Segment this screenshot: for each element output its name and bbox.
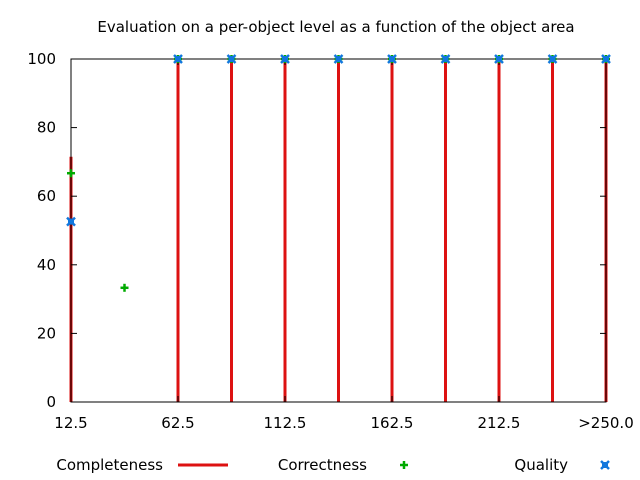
quality-point-d2 (440, 54, 451, 64)
x-tick-label: 162.5 (371, 414, 414, 432)
quality-point-d2 (387, 54, 397, 64)
x-tick-label: 12.5 (54, 414, 87, 432)
quality-point-d2 (601, 54, 611, 64)
quality-point (440, 54, 451, 64)
quality-point-d2 (333, 54, 344, 64)
quality-point (333, 54, 344, 64)
quality-point (494, 54, 504, 64)
legend-label: Correctness (278, 456, 367, 474)
quality-point (601, 54, 611, 64)
quality-point-d2 (547, 54, 558, 64)
quality-point (173, 54, 183, 64)
legend-swatch-d2 (600, 460, 610, 470)
x-tick-label: >250.0 (578, 414, 634, 432)
quality-point (226, 54, 237, 64)
correctness-point (120, 283, 129, 292)
x-tick-label: 112.5 (264, 414, 307, 432)
quality-point (547, 54, 558, 64)
quality-point-d2 (173, 54, 183, 64)
y-tick-label: 20 (37, 324, 56, 342)
y-tick-label: 40 (37, 256, 56, 274)
y-tick-label: 100 (27, 50, 56, 68)
quality-point-d2 (226, 54, 237, 64)
x-tick-label: 212.5 (478, 414, 521, 432)
legend-label: Completeness (56, 456, 163, 474)
quality-point-d2 (494, 54, 504, 64)
completeness-impulses (69, 59, 608, 402)
x-tick-label: 62.5 (161, 414, 194, 432)
legend-swatch (600, 460, 610, 470)
correctness-point (67, 169, 75, 178)
legend-swatch (400, 461, 408, 469)
quality-point (280, 54, 290, 64)
legend: Completeness Correctness Quality (56, 456, 610, 474)
quality-point (387, 54, 397, 64)
legend-label: Quality (514, 456, 568, 474)
data-points (66, 54, 611, 292)
chart-title: Evaluation on a per-object level as a fu… (97, 18, 574, 36)
quality-point (66, 216, 76, 227)
quality-point-d2 (280, 54, 290, 64)
y-tick-label: 60 (37, 187, 56, 205)
y-tick-label: 0 (46, 393, 56, 411)
y-tick-label: 80 (37, 119, 56, 137)
quality-point-d2 (66, 216, 76, 227)
axes: 0 20 40 60 80 100 12.5 62.5 112.5 162.5 212.5 >250.… (27, 50, 633, 432)
